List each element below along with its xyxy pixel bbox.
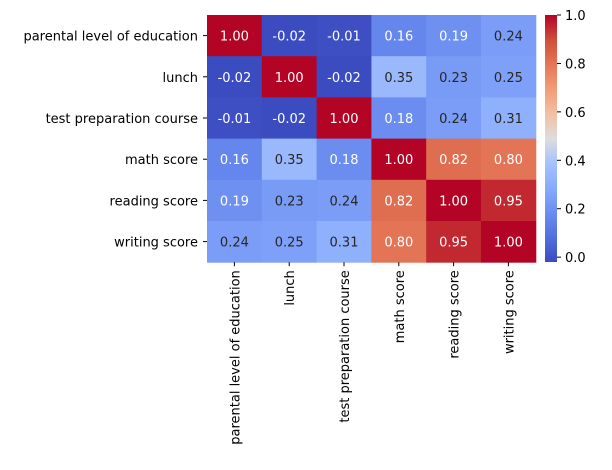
y-tick-label: reading score [110,194,198,209]
x-tick-label: math score [393,270,408,343]
cell-value-label: 0.95 [494,194,523,209]
cell-value-label: 0.82 [384,194,413,209]
heatmap-cell [316,221,372,263]
heatmap-cell [371,97,427,140]
cell-value-label: 0.82 [439,153,468,168]
colorbar-tick-label: 0.2 [565,203,586,218]
cell-value-label: 1.00 [330,112,359,127]
cell-value-label: -0.02 [218,71,252,86]
heatmap-cell [371,15,427,57]
y-tick-label: math score [125,153,198,168]
heatmap-cell [371,56,427,98]
cell-value-label: 0.19 [439,30,468,45]
heatmap-cell [207,221,263,263]
heatmap-cell [207,15,263,57]
heatmap-cell [261,97,318,140]
colorbar-tick-label: 0.4 [565,154,586,169]
heatmap-cell [316,15,372,57]
x-tick-label: reading score [448,270,463,358]
heatmap-cell [316,179,372,222]
cell-value-label: 0.19 [220,194,249,209]
cell-value-label: 1.00 [439,194,468,209]
heatmap-cell [371,138,427,181]
cell-value-label: 0.80 [494,153,523,168]
colorbar-tick-label: 0.6 [565,106,586,121]
cell-value-label: 0.23 [439,71,468,86]
heatmap-cell [371,221,427,263]
heatmap-cell [261,179,318,222]
cell-value-label: 0.95 [439,236,468,251]
heatmap-cell [261,56,318,98]
colorbar-gradient [545,15,557,262]
cell-value-label: 1.00 [275,71,304,86]
cell-value-label: 0.35 [384,71,413,86]
y-tick-label: test preparation course [46,112,198,127]
heatmap-cell [207,179,263,222]
cell-value-label: 0.31 [330,236,359,251]
heatmap-cell [207,56,263,98]
heatmap-cell [481,179,537,222]
y-tick-label: parental level of education [23,30,198,45]
cell-value-label: -0.01 [327,30,361,45]
heatmap-cell [481,221,537,263]
cell-value-label: 0.25 [275,236,304,251]
cell-value-label: 1.00 [494,236,523,251]
colorbar-tick-label: 0.8 [565,57,586,72]
heatmap-cell [207,97,263,140]
heatmap-cell [426,221,482,263]
cell-value-label: -0.02 [272,112,306,127]
heatmap-cell [426,138,482,181]
heatmap-cell [481,97,537,140]
cell-value-label: 0.23 [275,194,304,209]
cell-value-label: 0.18 [330,153,359,168]
cell-value-label: 0.24 [330,194,359,209]
colorbar-tick-label: 0.0 [565,251,586,266]
heatmap-cell [261,138,318,181]
x-tick-label: test preparation course [338,270,353,422]
x-tick-label: writing score [502,270,517,354]
cell-value-label: 0.24 [220,236,249,251]
heatmap-cell-labels: 1.00 -0.02 -0.01 0.16 0.19 0.24 -0.02 1.00 -0.02… [218,30,523,251]
y-tick-label: writing score [114,236,198,251]
cell-value-label: 0.24 [494,30,523,45]
heatmap-cell [316,138,372,181]
cell-value-label: -0.02 [272,30,306,45]
x-axis-tick-labels: parental level of education lunch test pre… [228,262,517,445]
heatmap-cell [371,179,427,222]
cell-value-label: 0.80 [384,236,413,251]
heatmap-cell [316,56,372,98]
cell-value-label: 0.16 [220,153,249,168]
heatmap-cell [481,15,537,57]
heatmap-cell [207,138,263,181]
heatmap-cell [426,56,482,98]
heatmap-cell [426,97,482,140]
cell-value-label: 0.18 [384,112,413,127]
cell-value-label: -0.02 [327,71,361,86]
y-axis-tick-labels: parental level of education lunch test pre… [23,30,207,251]
heatmap-cell [316,97,372,140]
heatmap-cells [207,15,537,263]
heatmap-cell [426,179,482,222]
cell-value-label: -0.01 [218,112,252,127]
colorbar: 0.0 0.2 0.4 0.6 0.8 1.0 [545,9,586,266]
cell-value-label: 1.00 [384,153,413,168]
heatmap-cell [481,56,537,98]
x-tick-label: lunch [283,270,298,305]
heatmap-cell [426,15,482,57]
cell-value-label: 0.35 [275,153,304,168]
cell-value-label: 0.16 [384,30,413,45]
x-tick-label: parental level of education [228,270,243,445]
heatmap-cell [481,138,537,181]
colorbar-tick-label: 1.0 [565,9,586,24]
heatmap-cell [261,15,318,57]
cell-value-label: 0.24 [439,112,468,127]
cell-value-label: 0.25 [494,71,523,86]
cell-value-label: 0.31 [494,112,523,127]
heatmap-cell [261,221,318,263]
y-tick-label: lunch [163,71,198,86]
cell-value-label: 1.00 [220,30,249,45]
